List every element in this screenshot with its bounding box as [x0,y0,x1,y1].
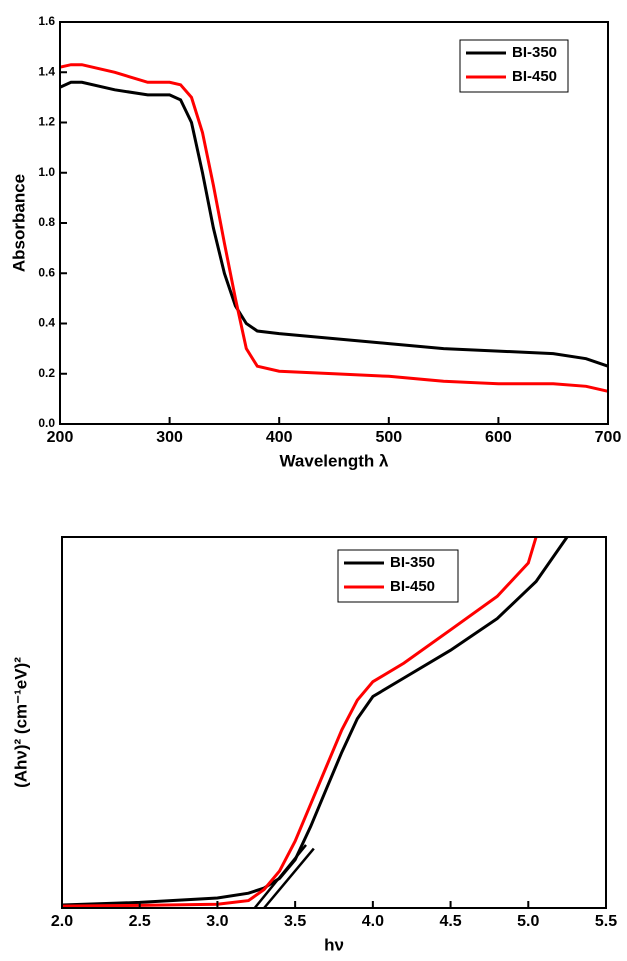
x-tick-label: 200 [47,429,74,446]
y-tick-label: 1.2 [38,115,55,129]
data-line [61,536,538,908]
y-tick-label: 1.6 [38,14,55,28]
data-line [61,536,569,907]
x-tick-label: 4.0 [362,913,384,930]
x-axis-title: hν [324,935,344,954]
y-tick-label: 1.0 [38,165,55,179]
fit-line [253,844,307,909]
y-axis-title: (Ahν)² (cm⁻¹eV)² [11,657,30,788]
x-tick-label: 4.5 [439,913,461,930]
y-axis-title: Absorbance [9,174,28,272]
data-line [59,63,609,393]
legend-label: BI-350 [390,554,435,571]
x-tick-label: 3.5 [284,913,306,930]
x-tick-label: 500 [375,429,402,446]
legend-label: BI-450 [390,578,435,595]
x-tick-label: 3.0 [206,913,228,930]
legend-box [337,549,459,603]
x-axis-title: Wavelength λ [280,451,389,470]
y-tick-label: 0.6 [38,265,55,279]
data-line [59,80,609,368]
y-tick-label: 0.0 [38,416,55,430]
x-tick-label: 5.0 [517,913,539,930]
legend-label: BI-450 [512,68,557,85]
y-tick-label: 0.4 [38,316,55,330]
legend-label: BI-350 [512,44,557,61]
plot-frame [61,536,607,909]
x-tick-label: 700 [595,429,622,446]
y-tick-label: 0.8 [38,215,55,229]
fit-line [263,847,315,909]
x-tick-label: 600 [485,429,512,446]
x-tick-label: 5.5 [595,913,617,930]
x-tick-label: 300 [156,429,183,446]
x-tick-label: 400 [266,429,293,446]
x-tick-label: 2.0 [51,913,73,930]
x-tick-label: 2.5 [129,913,151,930]
y-tick-label: 0.2 [38,366,55,380]
legend-box [459,39,569,93]
y-tick-label: 1.4 [38,64,55,78]
